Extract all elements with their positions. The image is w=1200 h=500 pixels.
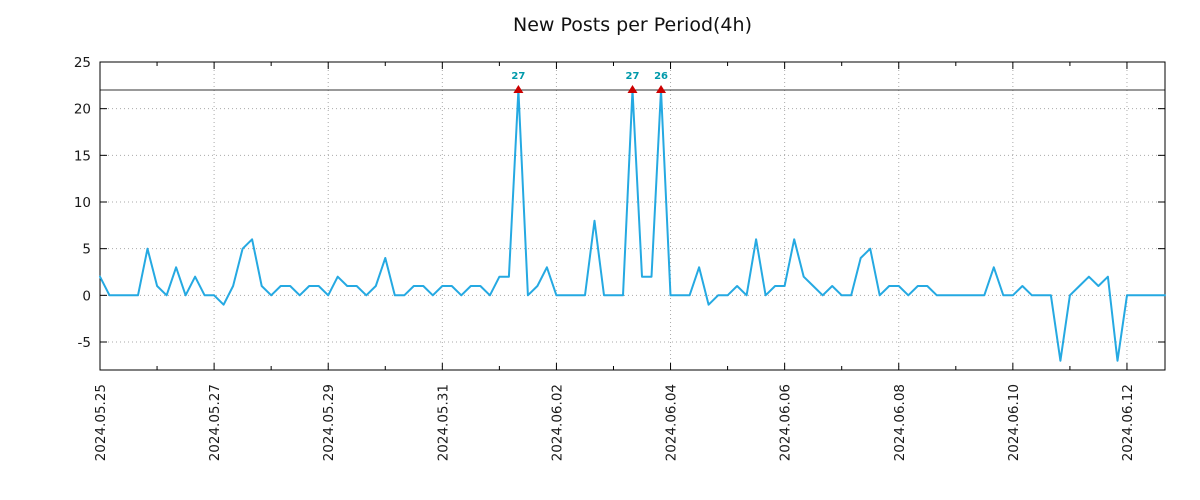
peak-marker-icon <box>656 85 667 93</box>
y-tick-label: 10 <box>74 195 91 211</box>
y-tick-label: 15 <box>74 148 91 164</box>
y-tick-label: 20 <box>74 102 91 118</box>
x-tick-label: 2024.05.27 <box>207 384 223 461</box>
peak-value-label: 27 <box>511 71 525 82</box>
peak-marker-icon <box>627 85 638 93</box>
peak-value-label: 27 <box>626 71 640 82</box>
chart-title: New Posts per Period(4h) <box>513 14 752 36</box>
y-tick-label: -5 <box>78 335 91 351</box>
x-tick-label: 2024.05.29 <box>321 384 337 461</box>
x-tick-label: 2024.05.25 <box>93 384 109 461</box>
x-tick-label: 2024.05.31 <box>435 384 451 461</box>
x-tick-label: 2024.06.12 <box>1120 384 1136 461</box>
y-tick-label: 25 <box>74 55 91 71</box>
x-tick-label: 2024.06.08 <box>892 384 908 461</box>
y-tick-label: 5 <box>82 242 91 258</box>
plot-border <box>99 61 1166 371</box>
x-tick-label: 2024.06.04 <box>664 384 680 461</box>
y-tick-label: 0 <box>82 288 91 304</box>
peak-value-label: 26 <box>654 71 668 82</box>
series-line <box>99 89 1166 362</box>
x-tick-label: 2024.06.10 <box>1006 384 1022 461</box>
peak-marker-icon <box>513 85 524 93</box>
x-tick-label: 2024.06.02 <box>549 384 565 461</box>
x-tick-label: 2024.06.06 <box>778 384 794 461</box>
